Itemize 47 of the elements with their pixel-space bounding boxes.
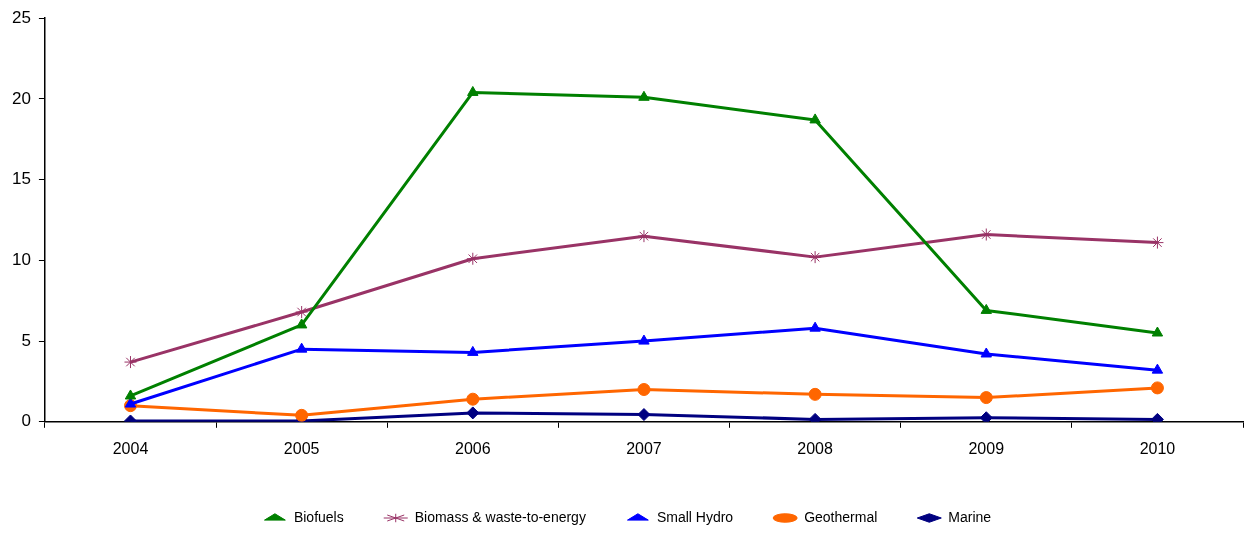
point [295,342,308,353]
legend-label: Geothermal [804,508,878,525]
y-tick-label: 15 [11,169,31,189]
x-tick-label: 2005 [283,439,320,457]
point [809,113,821,124]
y-tick-label: 25 [11,7,31,27]
y-tick-label: 0 [21,411,31,431]
point [467,345,479,356]
point [808,250,822,264]
point [466,406,480,420]
legend-label: Small Hydro [656,508,734,525]
y-tick-label: 10 [11,250,31,270]
point [637,408,651,422]
point [295,408,309,422]
x-tick-label: 2009 [968,439,1005,457]
point [124,389,137,400]
point [980,303,992,314]
point [1150,381,1164,395]
x-tick-label: 2006 [455,439,491,457]
x-tick-label: 2010 [1139,439,1176,457]
y-tick-label: 20 [11,88,31,108]
point [295,318,308,329]
point [467,85,479,96]
point [1151,363,1164,374]
point [980,347,992,358]
point [979,228,993,242]
point [466,252,480,266]
x-tick-label: 2008 [797,439,834,457]
point [808,387,822,401]
point [295,305,309,319]
point [637,383,651,397]
legend-label: Marine [948,508,992,525]
point [638,90,650,101]
point [466,392,480,406]
point [1150,236,1164,250]
point [637,229,651,243]
x-tick-label: 2007 [626,439,662,457]
point [979,391,993,405]
legend-label: Biomass & waste-to-energy [414,508,586,525]
point [979,411,993,422]
point [123,355,137,369]
legend-label: Biofuels [293,508,344,525]
x-tick-label: 2004 [112,439,149,457]
point [1151,326,1164,337]
point [638,334,650,345]
point [809,321,821,332]
y-tick-label: 5 [21,330,31,350]
